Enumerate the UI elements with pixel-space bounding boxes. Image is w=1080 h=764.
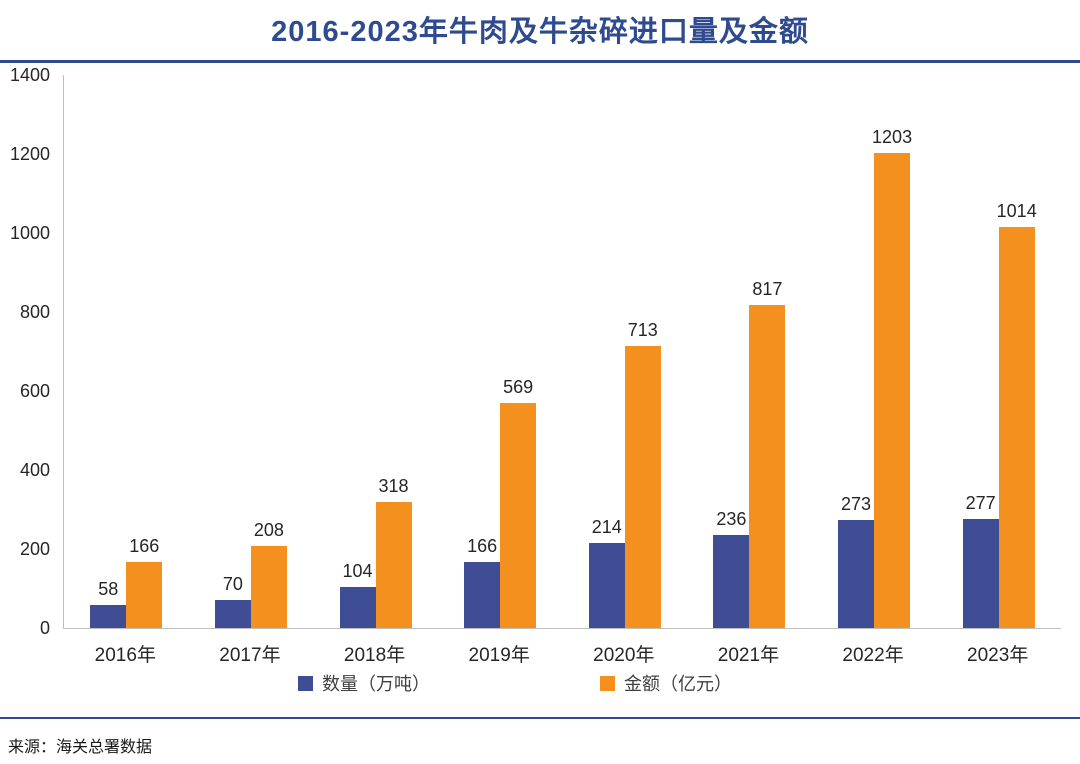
bar-quantity: 273: [838, 494, 875, 628]
bar-group: 236 817: [687, 75, 812, 628]
y-tick-label: 200: [19, 539, 50, 559]
y-tick-label: 1000: [9, 223, 50, 243]
legend-swatch-icon: [600, 675, 615, 691]
bar-group: 70 208: [189, 75, 314, 628]
bar-value-label: 236: [716, 508, 747, 529]
x-axis-label: 2016年: [94, 645, 156, 666]
y-tick-label: 800: [19, 302, 50, 322]
bar-value-label: 104: [342, 560, 373, 581]
x-axis-label: 2022年: [842, 645, 904, 666]
bar-value-label: 58: [98, 579, 119, 600]
legend-label: 数量（万吨）: [322, 674, 430, 694]
legend: 数量（万吨） 金额（亿元）: [0, 670, 1080, 694]
bar-group: 214 713: [563, 75, 688, 628]
top-divider: [0, 60, 1080, 63]
bar-quantity: 166: [464, 536, 501, 628]
bar-value-label: 166: [467, 536, 498, 557]
bar-quantity: 277: [962, 493, 999, 628]
legend-swatch-icon: [298, 675, 313, 691]
bar-amount: 318: [375, 476, 412, 628]
bottom-divider: [0, 717, 1080, 719]
x-axis-label: 2023年: [967, 645, 1029, 666]
bar-groups: 58 166 70 208 104 318 166 569 214 713 236 817 273 120…: [64, 75, 1061, 628]
bar-amount: 166: [126, 536, 163, 628]
bar-amount: 817: [749, 279, 786, 628]
x-axis-label: 2019年: [468, 645, 530, 666]
bar-value-label: 318: [378, 476, 409, 497]
plot-area: 58 166 70 208 104 318 166 569 214 713 236 817 273 120…: [63, 75, 1061, 629]
x-axis-label: 2018年: [343, 645, 406, 666]
bar-quantity: 104: [339, 561, 376, 628]
bar-amount: 569: [500, 377, 537, 628]
bar-value-label: 569: [503, 377, 534, 398]
bar-amount: 1014: [997, 201, 1037, 628]
bar-group: 166 569: [438, 75, 563, 628]
legend-item: 数量（万吨）: [298, 670, 430, 696]
bar-group: 58 166: [64, 75, 189, 628]
bar-group: 277 1014: [936, 75, 1061, 628]
bar-amount: 713: [624, 320, 661, 628]
y-tick-label: 600: [19, 381, 50, 401]
y-axis-ticks: 0 200 400 600 800 1000 1200 1400: [0, 65, 50, 638]
y-tick-label: 400: [19, 460, 50, 480]
y-tick-label: 1200: [9, 144, 50, 164]
bar-amount: 208: [250, 520, 287, 628]
bar-group: 273 1203: [812, 75, 937, 628]
y-tick-label: 1400: [9, 65, 50, 85]
bar-value-label: 1203: [872, 126, 913, 147]
bar-value-label: 277: [965, 492, 996, 513]
source-note: 来源：海关总署数据: [8, 739, 153, 756]
x-axis-labels: 2016年 2017年 2018年 2019年 2020年 2021年 2022年 2023年: [63, 640, 1060, 667]
bar-value-label: 817: [752, 279, 783, 300]
bar-quantity: 214: [588, 517, 625, 628]
bar-value-label: 273: [841, 494, 872, 515]
bar-quantity: 58: [90, 579, 127, 628]
legend-item: 金额（亿元）: [600, 670, 732, 696]
bar-value-label: 208: [253, 519, 284, 540]
bar-value-label: 166: [129, 536, 160, 557]
legend-label: 金额（亿元）: [624, 674, 732, 694]
bar-quantity: 70: [214, 574, 251, 628]
bar-value-label: 1014: [996, 201, 1037, 222]
bar-value-label: 70: [222, 574, 243, 595]
bar-amount: 1203: [872, 127, 912, 628]
x-axis-label: 2017年: [219, 645, 281, 666]
y-tick-label: 0: [39, 618, 50, 638]
bar-value-label: 214: [591, 517, 622, 538]
chart-title: 2016-2023年牛肉及牛杂碎进口量及金额: [271, 16, 809, 48]
bar-group: 104 318: [313, 75, 438, 628]
x-axis-label: 2020年: [593, 645, 655, 666]
x-axis-label: 2021年: [717, 645, 780, 666]
bar-quantity: 236: [713, 509, 750, 628]
bar-value-label: 713: [627, 320, 658, 341]
